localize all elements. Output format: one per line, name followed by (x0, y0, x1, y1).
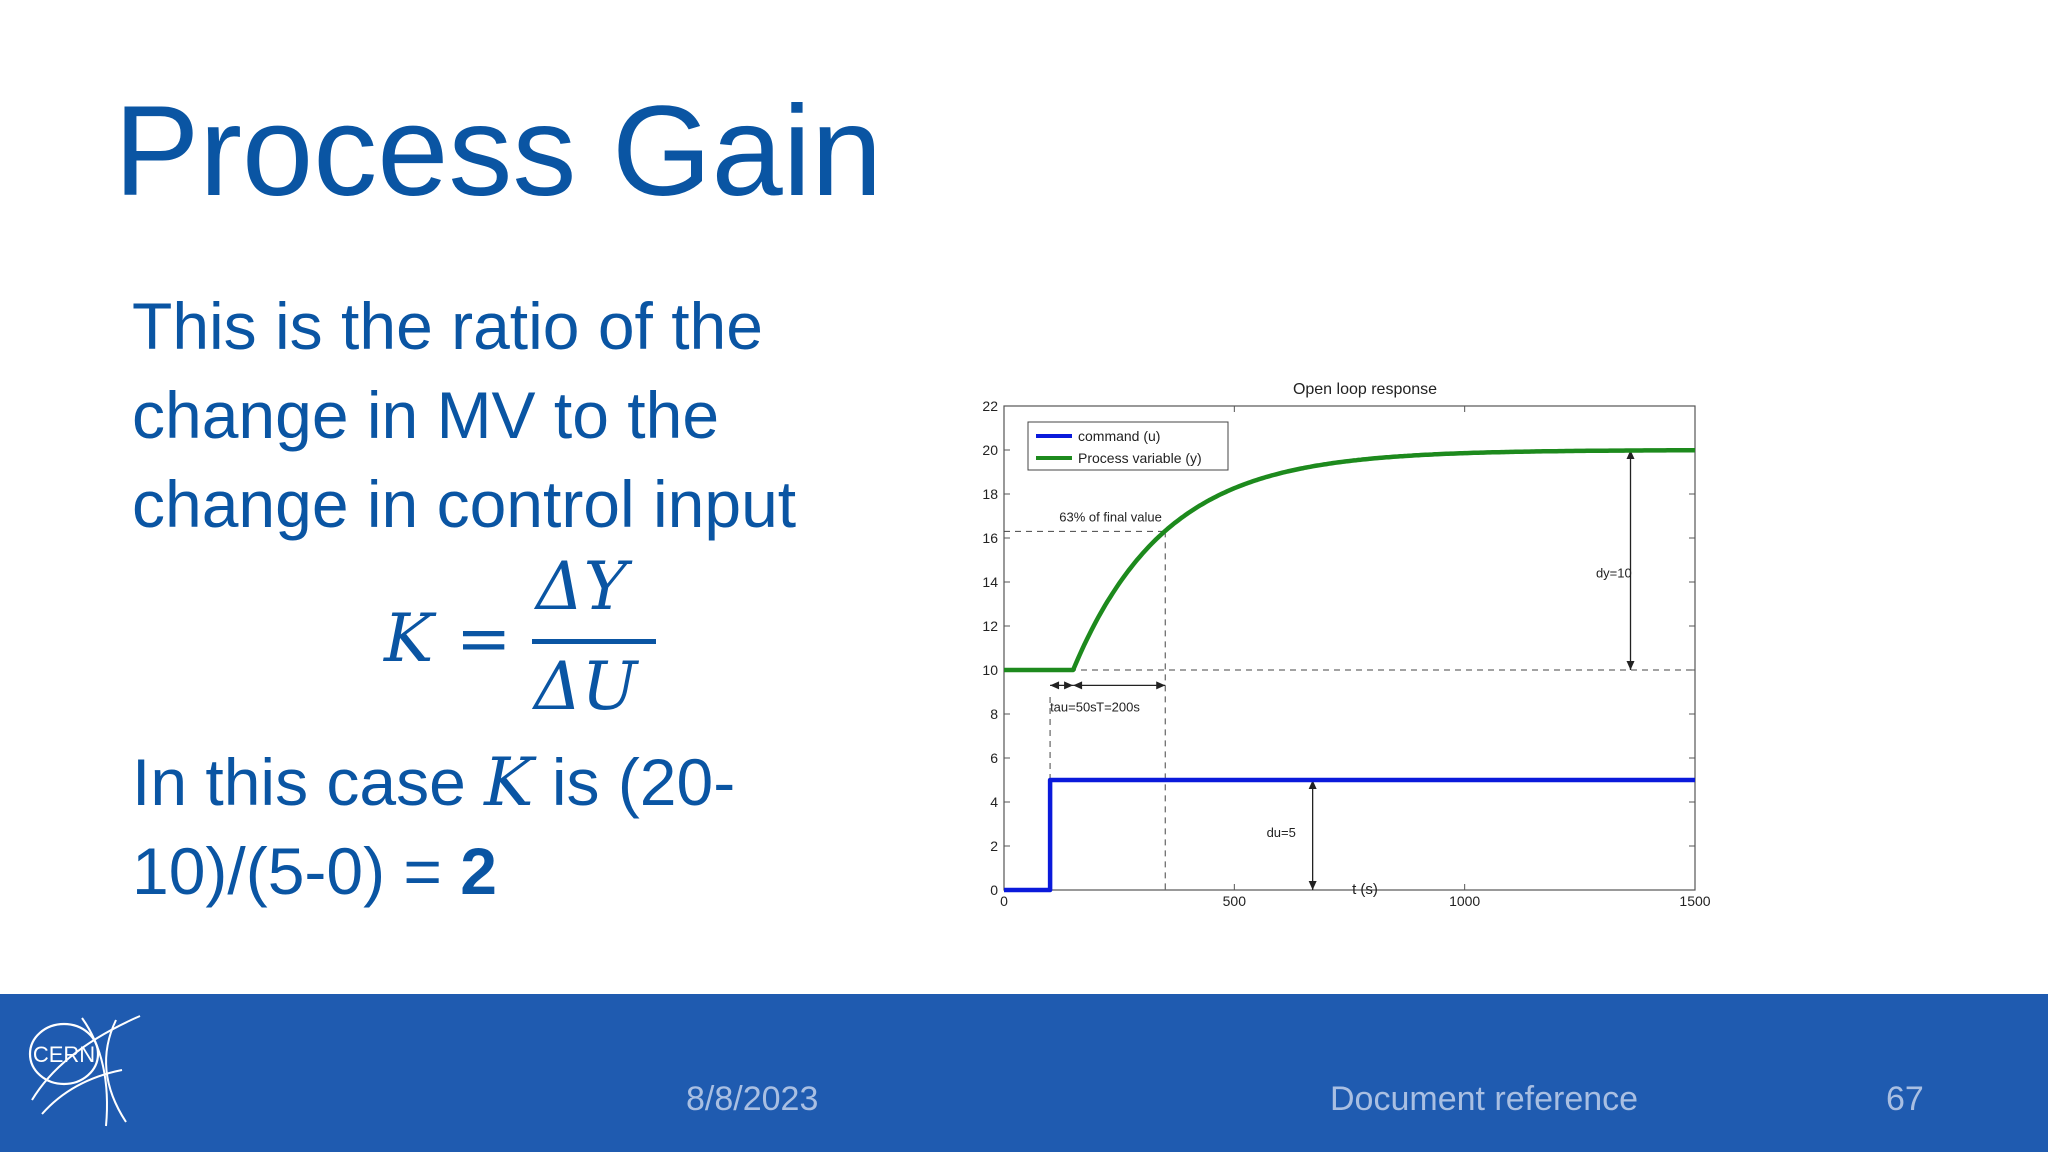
y-tick-label: 0 (990, 882, 998, 898)
dy-arrow-head (1626, 450, 1635, 459)
plot-frame (1003, 405, 1696, 891)
dy-label: dy=10 (1596, 566, 1632, 581)
case-result: 2 (460, 834, 498, 908)
logo-text: CERN (33, 1042, 95, 1067)
x-tick-label: 1000 (1449, 893, 1480, 909)
body-line-1: This is the ratio of the (132, 289, 763, 363)
du-label: du=5 (1267, 825, 1296, 840)
formula-numerator: ΔY (536, 548, 628, 625)
formula-denominator: ΔU (534, 648, 638, 725)
body-line-3: change in control input (132, 467, 797, 541)
final-value-label: 63% of final value (1059, 509, 1162, 524)
y-tick-label: 12 (982, 618, 998, 634)
x-tick-label: 1500 (1679, 893, 1710, 909)
annotation-labels: 63% of final value tau=50s T=200s dy=10 du=5 (1050, 509, 1632, 840)
formula-equals: = (456, 600, 512, 677)
series-process-variable-line (1004, 448, 1695, 673)
case-line1-post: is (20- (533, 745, 736, 819)
annotation-lines (1004, 450, 1695, 890)
tau-label: tau=50s (1050, 699, 1097, 714)
slide-title: Process Gain (114, 80, 883, 223)
T-arrow-head (1073, 681, 1083, 690)
open-loop-response-chart: Open loop response 0 2 4 6 8 10 12 14 16 18 20 22 0… (982, 381, 1711, 909)
footer-page-number: 67 (1886, 1080, 1924, 1118)
y-tick-label: 6 (990, 750, 998, 766)
y-tick-label: 8 (990, 706, 998, 722)
tau-arrow-head (1064, 681, 1074, 690)
legend-box (1027, 421, 1229, 471)
y-axis-ticks: 0 2 4 6 8 10 12 14 16 18 20 22 (982, 398, 1695, 898)
y-tick-label: 18 (982, 486, 998, 502)
footer-date: 8/8/2023 (686, 1080, 819, 1118)
du-arrow-head (1308, 881, 1317, 890)
T-arrow-head (1156, 681, 1166, 690)
formula-fraction-bar (532, 639, 656, 644)
chart-legend: command (u) Process variable (y) (1027, 421, 1229, 471)
legend-label-command: command (u) (1078, 428, 1160, 444)
tau-arrow-head (1050, 681, 1060, 690)
case-text: In this case K is (20- 10)/(5-0) = 2 (132, 738, 735, 916)
x-axis-ticks: 0 500 1000 1500 (1000, 406, 1711, 909)
case-line-1: In this case K is (20- (132, 738, 735, 827)
footer-document-reference: Document reference (1330, 1080, 1639, 1118)
case-k-symbol: K (484, 744, 534, 821)
case-line-2: 10)/(5-0) = 2 (132, 827, 735, 916)
formula-lhs: K (384, 600, 434, 677)
slide-footer: CERN 8/8/2023 Document reference 67 (0, 994, 2048, 1152)
series-layer (1004, 448, 1695, 893)
legend-label-process: Process variable (y) (1078, 450, 1202, 466)
case-line2-pre: 10)/(5-0) = (132, 834, 461, 908)
T-label: T=200s (1096, 699, 1140, 714)
slide-body-text: This is the ratio of the change in MV to… (132, 282, 952, 549)
y-tick-label: 14 (982, 574, 998, 590)
y-tick-label: 20 (982, 442, 998, 458)
dy-arrow-head (1626, 661, 1635, 670)
body-line-2: change in MV to the (132, 378, 720, 452)
y-tick-label: 22 (982, 398, 998, 414)
y-tick-label: 4 (990, 794, 998, 810)
y-tick-label: 10 (982, 662, 998, 678)
du-arrow-head (1308, 780, 1317, 789)
x-tick-label: 0 (1000, 893, 1008, 909)
cern-logo-icon: CERN (28, 1015, 141, 1127)
case-line1-pre: In this case (132, 745, 485, 819)
gain-formula: K = ΔY ΔU (384, 548, 656, 725)
x-axis-label: t (s) (1352, 881, 1378, 898)
y-tick-label: 16 (982, 530, 998, 546)
y-tick-label: 2 (990, 838, 998, 854)
x-tick-label: 500 (1223, 893, 1247, 909)
chart-title: Open loop response (1293, 381, 1437, 398)
series-command-line (1004, 777, 1695, 893)
